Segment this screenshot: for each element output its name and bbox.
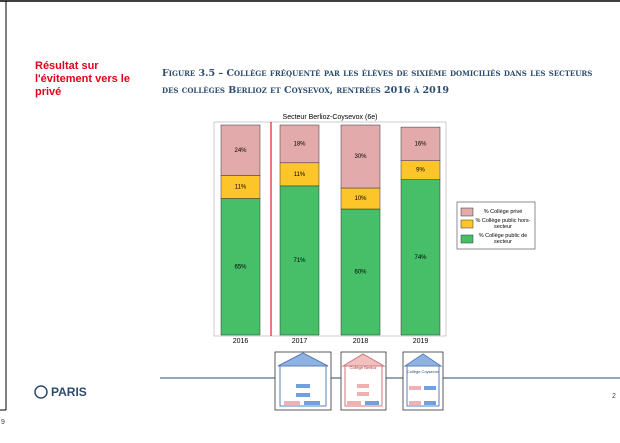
figure-title: Figure 3.5 – Collège fréquenté par les é…: [162, 68, 593, 96]
left-number: 9: [1, 419, 5, 426]
page-number: 2: [612, 393, 616, 400]
data-label: 60%: [354, 270, 367, 276]
bar-segment: [400, 126, 441, 161]
icon-label: Collège Coysevox: [287, 365, 319, 370]
bar-segment: [279, 124, 320, 164]
legend-label: % Collège public de secteur: [478, 233, 528, 245]
data-label: 74%: [414, 255, 427, 261]
legend-swatch: [460, 207, 474, 217]
data-label: 65%: [234, 264, 247, 270]
logo-icon: [34, 385, 48, 399]
bar-segment: [279, 185, 320, 336]
bar-segment: [220, 124, 261, 176]
data-label: 9%: [416, 168, 425, 174]
data-label: 18%: [293, 141, 306, 147]
icon-berlioz: Collège Berlioz: [340, 351, 387, 411]
side-note: Résultat sur l'évitement vers le privé: [35, 60, 130, 98]
x-tick-label: 2019: [413, 338, 429, 345]
legend-swatch: [460, 234, 474, 244]
icon-coysevox: Collège Coysevox: [274, 351, 332, 411]
x-tick-label: 2017: [292, 338, 308, 345]
data-label: 71%: [293, 258, 306, 264]
legend-label: % Collège public hors-secteur: [475, 218, 531, 230]
x-tick-label: 2018: [353, 338, 369, 345]
legend-label: % Collège privé: [483, 209, 523, 215]
bar-segment: [340, 208, 381, 336]
plot-frame: [213, 121, 447, 337]
bar-segment: [400, 179, 441, 336]
icon-label: Collège Coysevox: [407, 369, 439, 374]
icon-label: Collège Berlioz: [350, 365, 377, 370]
bar-segment: [220, 198, 261, 336]
data-label: 10%: [354, 196, 367, 202]
data-label: 11%: [235, 185, 247, 191]
data-label: 24%: [234, 148, 247, 154]
bar-segment: [340, 124, 381, 189]
icon-coysevox-2: Collège Coysevox: [402, 351, 444, 411]
chart-title: Secteur Berlioz-Coysevox (6e): [283, 114, 378, 121]
data-label: 11%: [294, 172, 306, 178]
data-label: 30%: [354, 154, 367, 160]
logo: PARIS: [51, 385, 87, 399]
data-label: 16%: [414, 141, 427, 147]
x-tick-label: 2016: [233, 338, 249, 345]
legend-swatch: [460, 219, 474, 229]
